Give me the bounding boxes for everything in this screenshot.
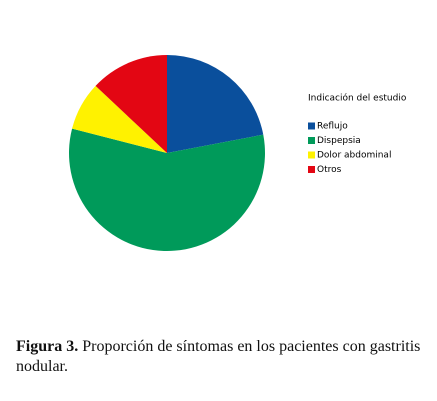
pie-slice bbox=[72, 85, 167, 153]
caption-label: Figura 3. bbox=[16, 338, 79, 355]
pie-slice bbox=[167, 55, 264, 153]
legend-swatch bbox=[308, 166, 315, 173]
chart: Indicación del estudio Reflujo Dispepsia D… bbox=[69, 55, 407, 251]
legend-label: Dispepsia bbox=[317, 136, 361, 146]
pie-slice bbox=[69, 128, 266, 251]
legend-title: Indicación del estudio bbox=[308, 93, 407, 104]
legend-label: Dolor abdominal bbox=[317, 151, 391, 161]
legend-swatch bbox=[308, 122, 315, 130]
legend-label: Reflujo bbox=[317, 122, 348, 132]
legend-swatch bbox=[308, 151, 315, 159]
legend-swatch bbox=[308, 137, 315, 144]
caption: Figura 3. Proporción de síntomas en los … bbox=[16, 337, 426, 377]
legend-label: Otros bbox=[317, 165, 342, 175]
pie-slice bbox=[95, 55, 167, 153]
caption-text: Proporción de síntomas en los pacientes … bbox=[16, 338, 421, 375]
